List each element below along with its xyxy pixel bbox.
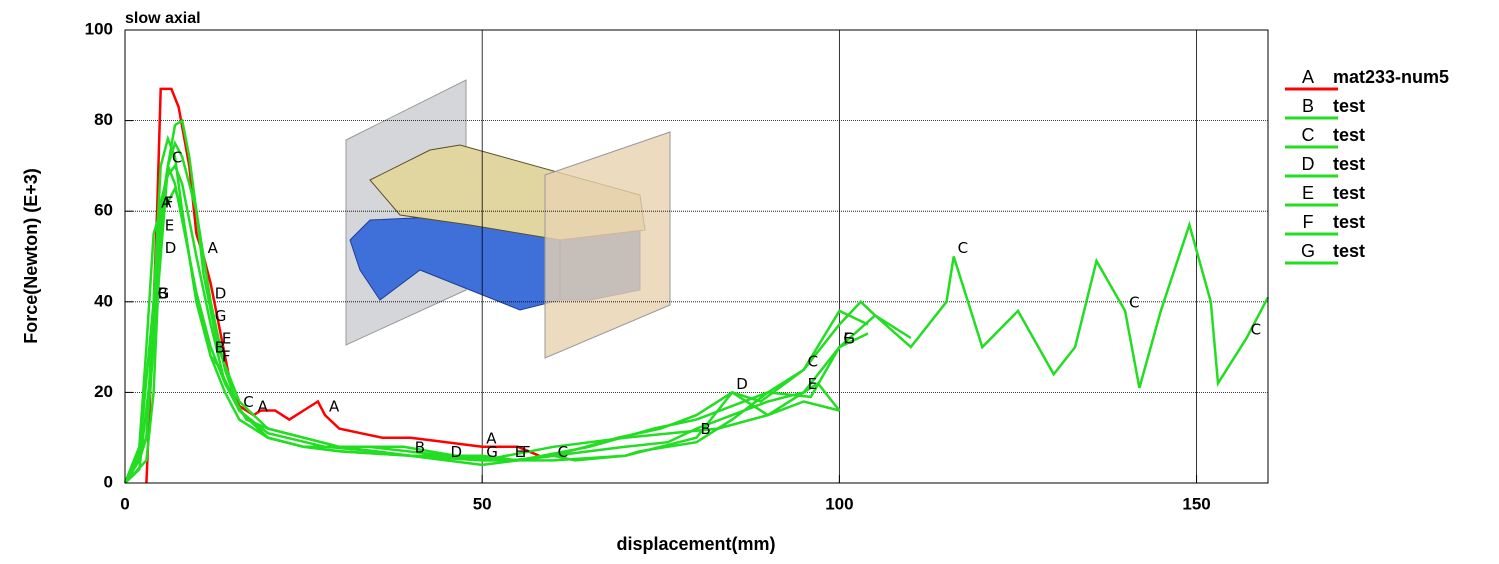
legend-marker: G	[1301, 241, 1315, 261]
y-tick-label: 40	[94, 291, 113, 310]
legend-marker: A	[1302, 67, 1314, 87]
curve-marker: F	[522, 443, 531, 461]
legend-marker: C	[1302, 125, 1315, 145]
curve-marker: F	[165, 194, 174, 212]
curve-marker: C	[172, 148, 182, 166]
curve-marker: E	[808, 375, 817, 393]
y-tick-label: 20	[94, 382, 113, 401]
legend-marker: D	[1302, 154, 1315, 174]
legend-label: test	[1333, 96, 1365, 116]
curve-marker: E	[165, 216, 174, 234]
legend-label: test	[1333, 241, 1365, 261]
curve-marker: D	[165, 239, 177, 257]
curve-marker: D	[450, 443, 462, 461]
curve-marker: D	[736, 375, 748, 393]
chart-title: slow axial	[125, 10, 201, 27]
x-tick-label: 150	[1182, 494, 1210, 513]
y-tick-label: 100	[85, 19, 113, 38]
x-tick-label: 100	[825, 494, 853, 513]
curve-marker: G	[158, 284, 170, 302]
x-axis-label: displacement(mm)	[616, 534, 775, 554]
legend-label: test	[1333, 154, 1365, 174]
y-axis-label: Force(Newton) (E+3)	[21, 168, 41, 344]
curve-marker: E	[222, 330, 231, 348]
legend-label: test	[1333, 125, 1365, 145]
legend-label: mat233-num5	[1333, 67, 1449, 87]
x-tick-label: 0	[120, 494, 129, 513]
y-tick-label: 80	[94, 110, 113, 129]
curve-marker: A	[329, 398, 340, 416]
y-tick-label: 60	[94, 201, 113, 220]
curve-marker: C	[1129, 293, 1139, 311]
curve-marker: G	[215, 307, 227, 325]
curve-marker: D	[215, 284, 227, 302]
curve-marker: C	[558, 443, 568, 461]
curve-marker: C	[958, 239, 968, 257]
curve-marker: A	[208, 239, 219, 257]
curve-marker: F	[222, 348, 231, 366]
curve-marker: A	[258, 398, 269, 416]
x-tick-label: 50	[473, 494, 492, 513]
legend-marker: F	[1303, 212, 1314, 232]
legend-marker: E	[1302, 183, 1314, 203]
legend-label: test	[1333, 212, 1365, 232]
chart: slow axial displacement(mm) Force(Newton…	[0, 0, 1499, 559]
curve-marker: G	[486, 443, 498, 461]
curve-marker: C	[1251, 321, 1261, 339]
y-tick-label: 0	[104, 472, 113, 491]
legend-marker: B	[1302, 96, 1314, 116]
page: slow axial displacement(mm) Force(Newton…	[0, 0, 1499, 564]
curve-marker: B	[701, 420, 711, 438]
curve-marker: B	[415, 438, 425, 456]
legend-label: test	[1333, 183, 1365, 203]
curve-marker: C	[243, 393, 253, 411]
curve-marker: C	[808, 352, 818, 370]
curve-marker: G	[843, 330, 855, 348]
